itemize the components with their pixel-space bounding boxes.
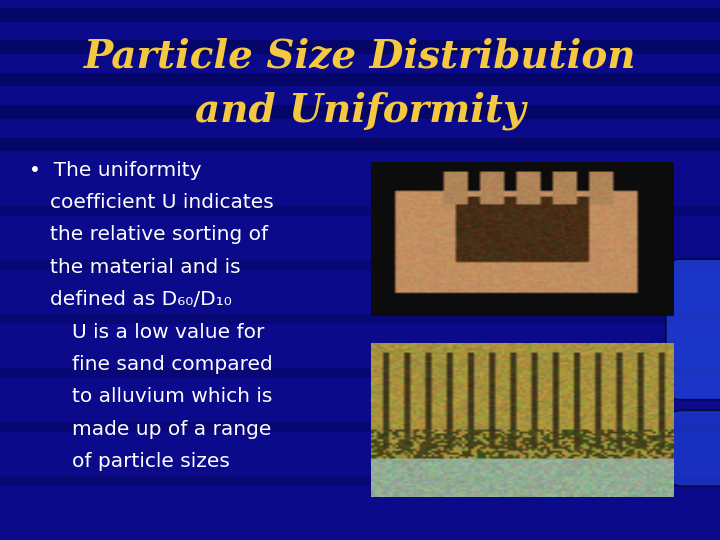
- Bar: [0, 73, 720, 86]
- Bar: [0, 206, 720, 216]
- Text: the material and is: the material and is: [50, 258, 241, 277]
- Bar: [0, 40, 720, 54]
- Text: coefficient U indicates: coefficient U indicates: [50, 193, 274, 212]
- Text: •  The uniformity: • The uniformity: [29, 160, 202, 180]
- Bar: [0, 476, 720, 486]
- Bar: [0, 260, 720, 270]
- Text: defined as D₆₀/D₁₀: defined as D₆₀/D₁₀: [50, 290, 233, 309]
- Text: of particle sizes: of particle sizes: [72, 452, 230, 471]
- Text: the relative sorting of: the relative sorting of: [50, 225, 269, 245]
- Text: and Uniformity: and Uniformity: [194, 91, 526, 130]
- Text: to alluvium which is: to alluvium which is: [72, 387, 272, 407]
- Bar: [0, 105, 720, 119]
- Bar: [0, 8, 720, 22]
- FancyBboxPatch shape: [666, 259, 720, 400]
- Text: made up of a range: made up of a range: [72, 420, 271, 439]
- FancyBboxPatch shape: [668, 410, 720, 486]
- Bar: [0, 138, 720, 151]
- Bar: [0, 368, 720, 378]
- Text: fine sand compared: fine sand compared: [72, 355, 273, 374]
- Bar: [0, 422, 720, 432]
- Text: Particle Size Distribution: Particle Size Distribution: [84, 38, 636, 76]
- Bar: [0, 314, 720, 324]
- Text: U is a low value for: U is a low value for: [72, 322, 264, 342]
